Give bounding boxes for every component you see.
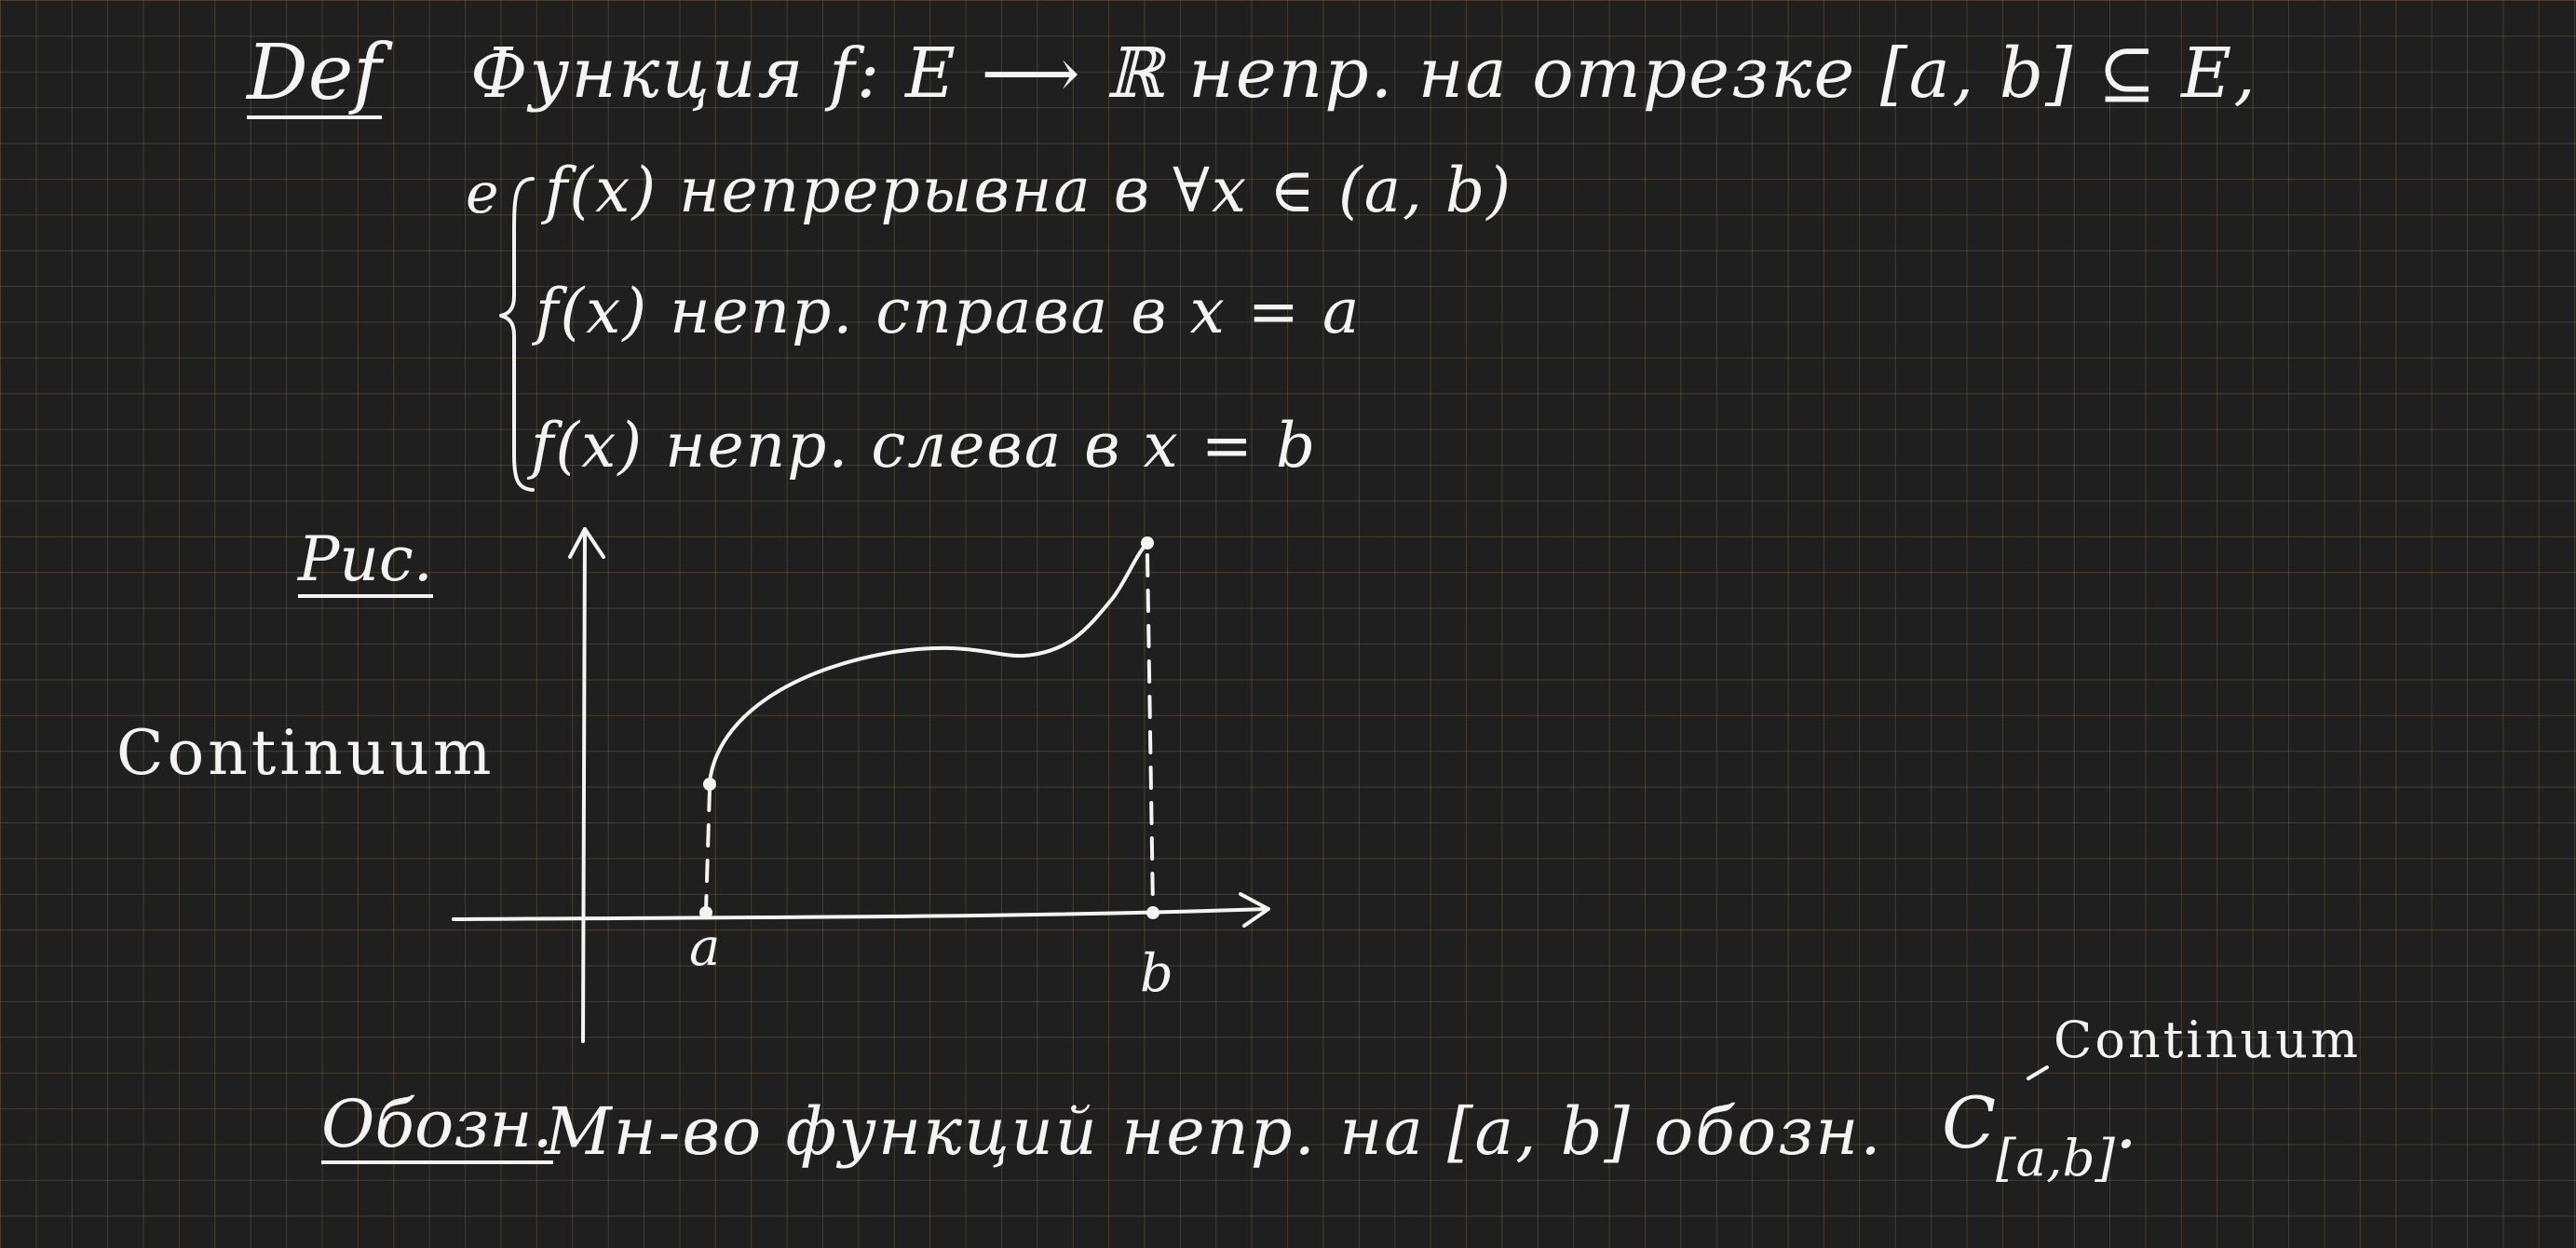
point-b-label: b	[1140, 943, 1173, 1004]
y-axis-arrow	[568, 527, 605, 559]
notation-text: Мн-во функций непр. на [a, b] обозн.	[545, 1093, 1883, 1170]
point-a-label: a	[689, 917, 721, 978]
continuum-side-label: Continuum	[116, 717, 495, 789]
function-space-symbol: C	[1942, 1081, 1997, 1164]
condition-3: f(x) непр. слева в x = b	[531, 410, 1318, 482]
annotation-pointer	[2027, 1065, 2049, 1080]
point-b-on-axis	[1146, 906, 1159, 919]
curve-start-point	[703, 778, 716, 791]
continuum-annotation: Continuum	[2054, 1011, 2362, 1069]
def-label: Def	[247, 29, 382, 119]
dashed-line-b	[1146, 553, 1155, 911]
iff-prefix: e	[466, 161, 499, 226]
definition-statement: Функция f: E ⟶ ℝ непр. на отрезке [a, b]…	[470, 34, 2257, 114]
x-axis	[452, 907, 1268, 921]
function-space-subscript: [a,b]	[1996, 1128, 2115, 1188]
function-curve	[708, 541, 1149, 784]
x-axis-arrow	[1239, 892, 1270, 928]
point-a-on-axis	[699, 906, 712, 919]
condition-1: f(x) непрерывна в ∀x ∈ (a, b)	[545, 155, 1513, 226]
dashed-line-a	[704, 788, 712, 913]
curve-end-point	[1141, 536, 1154, 549]
notation-symbol: C[a,b].	[1942, 1088, 2137, 1184]
figure-label: Рис.	[298, 529, 433, 598]
notation-label: Обозн.	[321, 1086, 553, 1164]
notation-end-dot: .	[2114, 1081, 2138, 1164]
y-axis	[581, 527, 587, 1043]
condition-2: f(x) непр. справа в x = a	[536, 276, 1362, 347]
system-brace	[499, 177, 535, 492]
